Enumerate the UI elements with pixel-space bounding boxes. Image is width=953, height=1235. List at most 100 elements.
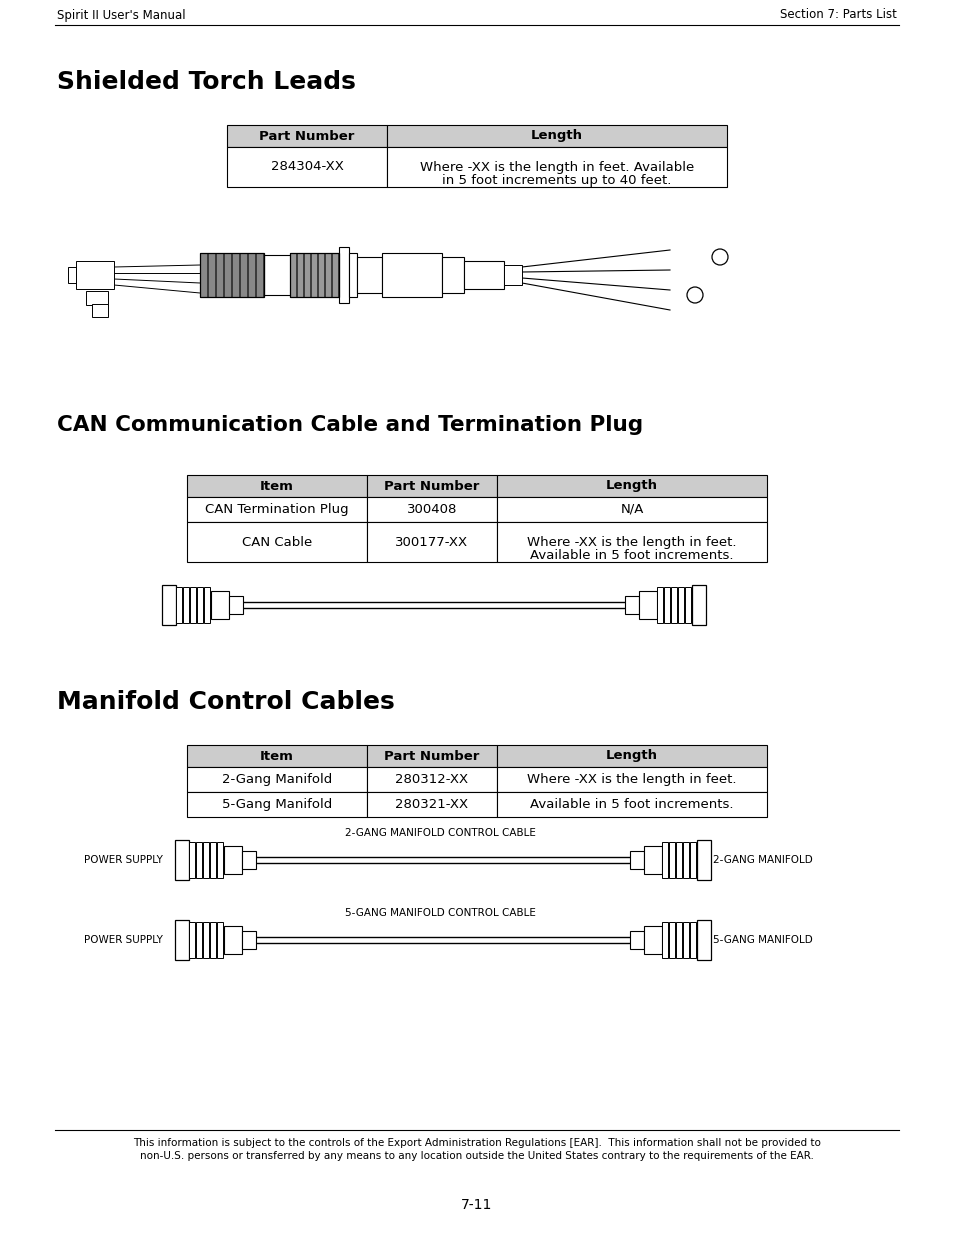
Bar bbox=[216, 923, 223, 958]
Bar bbox=[697, 840, 710, 881]
Bar bbox=[232, 253, 239, 296]
Bar bbox=[208, 253, 214, 296]
Text: 280312-XX: 280312-XX bbox=[395, 773, 468, 785]
Bar bbox=[381, 253, 441, 296]
Text: Spirit II User's Manual: Spirit II User's Manual bbox=[57, 9, 186, 21]
Bar bbox=[367, 745, 497, 767]
Text: Item: Item bbox=[260, 750, 294, 762]
Bar bbox=[689, 842, 696, 878]
Bar bbox=[203, 842, 209, 878]
Bar bbox=[367, 792, 497, 818]
Bar bbox=[227, 125, 387, 147]
Bar bbox=[190, 587, 195, 622]
Text: 5-Gang Manifold: 5-Gang Manifold bbox=[222, 798, 332, 811]
Bar bbox=[367, 522, 497, 562]
Text: non-U.S. persons or transferred by any means to any location outside the United : non-U.S. persons or transferred by any m… bbox=[140, 1151, 813, 1161]
Text: POWER SUPPLY: POWER SUPPLY bbox=[84, 855, 163, 864]
Bar bbox=[497, 767, 766, 792]
Text: Section 7: Parts List: Section 7: Parts List bbox=[780, 9, 896, 21]
Text: 2-GANG MANIFOLD: 2-GANG MANIFOLD bbox=[712, 855, 812, 864]
Text: 2-GANG MANIFOLD CONTROL CABLE: 2-GANG MANIFOLD CONTROL CABLE bbox=[344, 827, 535, 839]
Bar bbox=[387, 147, 726, 186]
Text: CAN Communication Cable and Termination Plug: CAN Communication Cable and Termination … bbox=[57, 415, 642, 435]
Bar bbox=[211, 592, 229, 619]
Bar bbox=[210, 842, 215, 878]
Bar bbox=[224, 846, 242, 874]
Bar bbox=[189, 842, 194, 878]
Text: POWER SUPPLY: POWER SUPPLY bbox=[84, 935, 163, 945]
Bar bbox=[68, 267, 76, 283]
Bar bbox=[210, 923, 215, 958]
Bar bbox=[697, 920, 710, 960]
Text: Manifold Control Cables: Manifold Control Cables bbox=[57, 690, 395, 714]
Bar bbox=[463, 261, 503, 289]
Bar bbox=[290, 253, 338, 296]
Bar bbox=[325, 253, 331, 296]
Bar bbox=[240, 253, 247, 296]
Bar bbox=[682, 842, 688, 878]
Bar bbox=[76, 261, 113, 289]
Bar bbox=[224, 253, 231, 296]
Text: 300408: 300408 bbox=[406, 503, 456, 516]
Bar bbox=[367, 496, 497, 522]
Bar bbox=[187, 475, 367, 496]
Bar bbox=[196, 587, 203, 622]
Text: 300177-XX: 300177-XX bbox=[395, 536, 468, 548]
Text: Shielded Torch Leads: Shielded Torch Leads bbox=[57, 70, 355, 94]
Bar bbox=[195, 923, 202, 958]
Bar bbox=[195, 842, 202, 878]
Bar bbox=[668, 842, 675, 878]
Bar bbox=[441, 257, 463, 293]
Text: 280321-XX: 280321-XX bbox=[395, 798, 468, 811]
Bar bbox=[248, 253, 254, 296]
Bar bbox=[629, 931, 643, 948]
Bar bbox=[332, 253, 337, 296]
Bar bbox=[91, 304, 108, 317]
Bar bbox=[204, 587, 210, 622]
Text: Available in 5 foot increments.: Available in 5 foot increments. bbox=[530, 550, 733, 562]
Bar bbox=[497, 522, 766, 562]
Bar bbox=[367, 767, 497, 792]
Bar bbox=[663, 587, 669, 622]
Bar bbox=[317, 253, 324, 296]
Bar bbox=[200, 253, 264, 296]
Bar bbox=[676, 842, 681, 878]
Bar bbox=[290, 253, 295, 296]
Text: 284304-XX: 284304-XX bbox=[271, 161, 343, 173]
Text: Length: Length bbox=[605, 750, 658, 762]
Bar bbox=[338, 247, 349, 303]
Bar bbox=[497, 496, 766, 522]
Text: 5-GANG MANIFOLD: 5-GANG MANIFOLD bbox=[712, 935, 812, 945]
Bar bbox=[503, 266, 521, 285]
Bar bbox=[187, 496, 367, 522]
Bar bbox=[387, 125, 726, 147]
Bar bbox=[183, 587, 189, 622]
Text: Length: Length bbox=[531, 130, 582, 142]
Text: 5-GANG MANIFOLD CONTROL CABLE: 5-GANG MANIFOLD CONTROL CABLE bbox=[344, 908, 535, 918]
Bar bbox=[689, 923, 696, 958]
Bar bbox=[639, 592, 657, 619]
Bar bbox=[86, 291, 108, 305]
Text: Item: Item bbox=[260, 479, 294, 493]
Text: 7-11: 7-11 bbox=[461, 1198, 492, 1212]
Bar bbox=[296, 253, 303, 296]
Text: Part Number: Part Number bbox=[259, 130, 355, 142]
Bar bbox=[684, 587, 690, 622]
Bar bbox=[497, 475, 766, 496]
Bar bbox=[624, 597, 639, 614]
Bar bbox=[691, 585, 705, 625]
Bar bbox=[678, 587, 683, 622]
Text: in 5 foot increments up to 40 feet.: in 5 foot increments up to 40 feet. bbox=[442, 174, 671, 186]
Bar bbox=[497, 792, 766, 818]
Bar bbox=[174, 840, 189, 881]
Bar bbox=[661, 923, 667, 958]
Bar bbox=[682, 923, 688, 958]
Text: Part Number: Part Number bbox=[384, 479, 479, 493]
Text: 2-Gang Manifold: 2-Gang Manifold bbox=[222, 773, 332, 785]
Text: Part Number: Part Number bbox=[384, 750, 479, 762]
Bar bbox=[497, 745, 766, 767]
Text: This information is subject to the controls of the Export Administration Regulat: This information is subject to the contr… bbox=[132, 1137, 821, 1149]
Bar bbox=[311, 253, 316, 296]
Bar bbox=[304, 253, 310, 296]
Text: Where -XX is the length in feet.: Where -XX is the length in feet. bbox=[527, 536, 736, 550]
